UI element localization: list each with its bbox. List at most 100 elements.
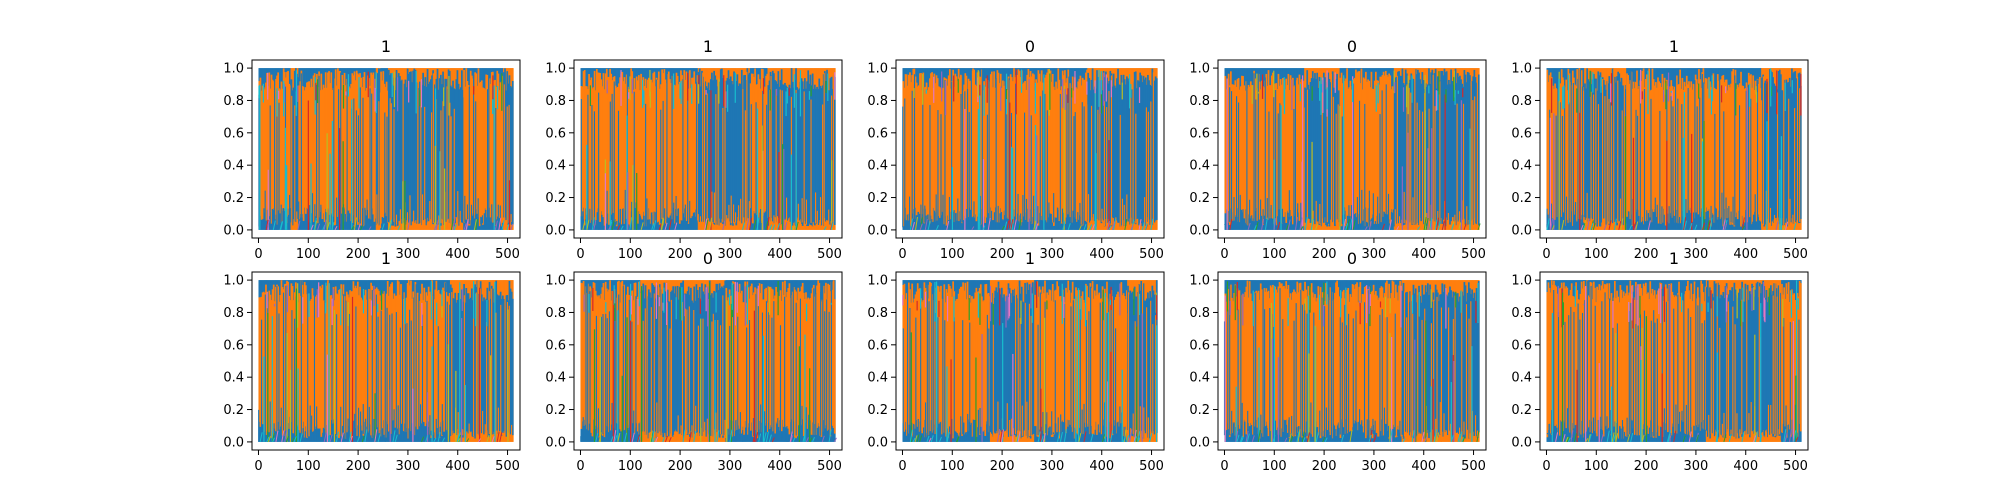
series-orange-band xyxy=(320,288,323,437)
series-orange-band xyxy=(322,84,325,214)
series-blue-band xyxy=(408,71,411,220)
series-blue-band xyxy=(1799,85,1802,219)
series-orange-band xyxy=(264,89,266,213)
series-cyan-noise xyxy=(1108,225,1112,231)
series-blue-band xyxy=(1336,73,1338,220)
x-tick-label: 200 xyxy=(346,459,371,474)
series-orange-band xyxy=(382,71,385,218)
series-orange-band xyxy=(438,293,441,438)
series-orange-band xyxy=(1642,68,1645,225)
series-blue-band xyxy=(1401,68,1404,226)
series-blue-band xyxy=(468,299,471,431)
series-blue-band xyxy=(647,289,650,433)
series-orange-band xyxy=(984,86,987,223)
x-tick-label: 500 xyxy=(495,247,520,262)
y-tick-label: 0.6 xyxy=(1511,126,1532,141)
series-green-noise xyxy=(705,219,709,231)
series-orange-band xyxy=(1547,82,1550,215)
series-cyan-noise xyxy=(506,224,510,231)
series-blue-band xyxy=(704,284,707,431)
series-orange-band xyxy=(752,295,754,438)
series-orange-band xyxy=(1037,70,1040,226)
series-orange-band xyxy=(302,294,305,422)
series-blue-band xyxy=(394,90,397,227)
series-orange-band xyxy=(1242,75,1244,213)
series-blue-band xyxy=(1325,89,1327,226)
series-orange-band xyxy=(1258,81,1261,220)
x-tick-label: 200 xyxy=(346,247,371,262)
series-orange-band xyxy=(430,294,432,439)
series-orange-band xyxy=(1234,80,1237,216)
series-blue-band xyxy=(1148,80,1150,220)
series-orange-band xyxy=(422,300,424,422)
series-orange-band xyxy=(750,283,753,423)
series-red-noise xyxy=(749,217,753,230)
series-orange-band xyxy=(735,291,738,420)
series-purple-noise xyxy=(1273,217,1277,230)
series-orange-band xyxy=(1296,77,1299,209)
series-purple-noise xyxy=(323,432,327,443)
y-tick-label: 0.0 xyxy=(545,223,566,238)
series-orange-band xyxy=(630,68,632,212)
series-cyan-noise xyxy=(652,437,656,443)
series-orange-band xyxy=(1246,88,1249,226)
series-blue-band xyxy=(767,85,770,226)
series-blue-band xyxy=(796,87,798,218)
series-blue-band xyxy=(1792,73,1794,224)
series-orange-band xyxy=(353,288,356,420)
series-blue-band xyxy=(655,285,658,439)
series-orange-band xyxy=(1227,73,1230,211)
series-blue-band xyxy=(672,286,675,437)
series-orange-band xyxy=(301,86,304,214)
series-cyan-noise xyxy=(1083,223,1087,231)
series-purple-noise xyxy=(1247,222,1251,231)
series-orange-band xyxy=(1704,78,1707,212)
series-orange-band xyxy=(370,72,372,220)
series-orange-band xyxy=(1045,74,1047,221)
series-blue-band xyxy=(715,283,718,430)
series-orange-band xyxy=(916,86,919,212)
series-blue-band xyxy=(1305,88,1307,223)
series-orange-band xyxy=(683,70,686,209)
series-blue-band xyxy=(815,88,817,224)
series-blue-band xyxy=(472,300,474,437)
series-blue-band xyxy=(805,88,807,224)
series-cyan-noise xyxy=(356,436,360,443)
series-orange-band xyxy=(1675,75,1678,210)
series-orange-band xyxy=(1366,81,1368,223)
series-blue-band xyxy=(421,84,423,226)
series-blue-band xyxy=(1474,77,1477,224)
series-blue-band xyxy=(1600,86,1603,223)
series-orange-band xyxy=(749,83,752,209)
series-blue-band xyxy=(1777,70,1780,218)
series-orange-band xyxy=(283,284,286,432)
series-orange-band xyxy=(786,291,789,427)
series-orange-band xyxy=(1575,86,1577,221)
series-cyan-noise xyxy=(662,436,666,443)
series-orange-band xyxy=(983,81,985,217)
subplot-title: 0 xyxy=(703,249,713,268)
series-orange-band xyxy=(994,87,997,208)
series-orange-band xyxy=(937,86,940,217)
series-orange-band xyxy=(368,289,370,431)
series-orange-band xyxy=(1679,69,1681,224)
series-blue-band xyxy=(671,290,673,436)
series-orange-band xyxy=(743,302,745,435)
series-blue-band xyxy=(1155,78,1158,220)
series-cyan-noise xyxy=(769,224,773,231)
series-orange-band xyxy=(759,88,762,223)
x-tick-label: 200 xyxy=(990,247,1015,262)
series-orange-band xyxy=(1075,87,1077,219)
series-orange-band xyxy=(1071,76,1074,211)
x-tick-label: 300 xyxy=(718,459,743,474)
series-orange-band xyxy=(1287,73,1290,213)
series-orange-band xyxy=(1224,75,1227,214)
series-orange-band xyxy=(492,71,494,223)
series-orange-band xyxy=(299,81,302,215)
series-orange-band xyxy=(1080,85,1083,225)
series-orange-band xyxy=(747,287,750,424)
series-blue-band xyxy=(1124,84,1127,226)
series-blue-band xyxy=(736,74,739,218)
series-green-noise xyxy=(1300,225,1304,231)
